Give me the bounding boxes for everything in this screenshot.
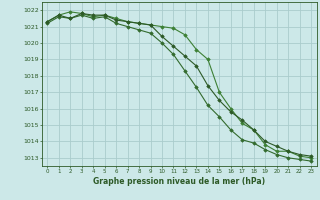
X-axis label: Graphe pression niveau de la mer (hPa): Graphe pression niveau de la mer (hPa) [93,177,265,186]
